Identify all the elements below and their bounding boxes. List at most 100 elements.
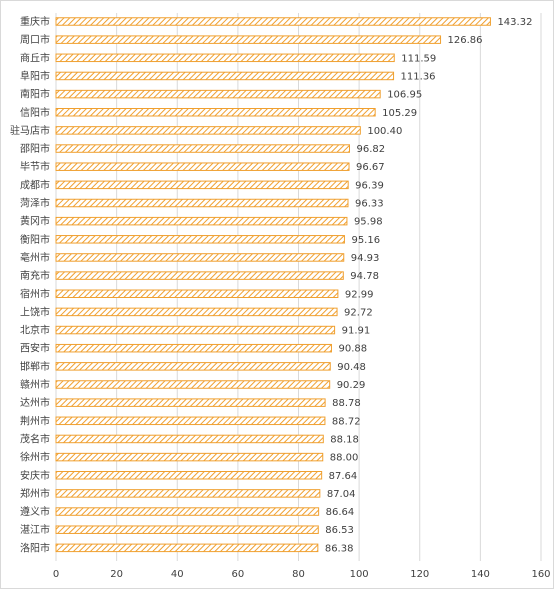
category-label: 洛阳市	[20, 541, 50, 554]
category-label: 菏泽市	[20, 197, 50, 210]
category-label: 徐州市	[20, 451, 50, 464]
category-label: 上饶市	[20, 305, 50, 318]
category-label: 周口市	[20, 33, 50, 46]
bar	[55, 89, 381, 99]
data-labels: 143.32 126.86 111.59 111.36 106.95 105.29 100.…	[325, 17, 533, 554]
bar	[55, 452, 324, 462]
category-label: 成都市	[20, 178, 50, 191]
data-label: 96.39	[355, 180, 384, 191]
bar	[55, 17, 491, 26]
bar	[55, 108, 376, 117]
category-label: 邵阳市	[20, 142, 50, 155]
category-label: 亳州市	[20, 251, 50, 264]
data-label: 95.98	[354, 217, 383, 228]
bar	[55, 53, 395, 63]
category-label: 衡阳市	[20, 233, 50, 246]
bar	[55, 380, 331, 389]
x-axis-tick-labels: 0 20 40 60 80 100 120 140 160	[53, 569, 551, 580]
bar	[55, 180, 349, 190]
data-label: 90.48	[337, 362, 366, 373]
bars	[55, 17, 491, 553]
category-label: 毕节市	[20, 160, 50, 173]
data-label: 105.29	[382, 108, 417, 119]
bar	[55, 198, 349, 208]
category-label: 达州市	[20, 396, 50, 409]
data-label: 88.18	[330, 434, 359, 445]
data-label: 96.67	[356, 162, 385, 173]
data-label: 95.16	[351, 235, 380, 246]
data-label: 106.95	[387, 90, 422, 101]
category-label: 阜阳市	[20, 69, 50, 82]
x-tick-label: 120	[410, 569, 429, 580]
data-label: 94.93	[351, 253, 380, 264]
data-label: 111.59	[401, 53, 436, 64]
bar	[55, 235, 345, 244]
category-label: 荆州市	[20, 414, 50, 427]
data-label: 91.91	[342, 326, 371, 337]
category-label: 茂名市	[20, 432, 50, 445]
data-label: 126.86	[448, 35, 483, 46]
bar	[55, 343, 332, 353]
data-label: 86.53	[325, 525, 354, 536]
bar	[55, 398, 326, 407]
category-labels: 重庆市周口市商丘市阜阳市南阳市信阳市驻马店市邵阳市毕节市成都市菏泽市黄冈市衡阳市…	[10, 15, 50, 554]
category-label: 信阳市	[20, 106, 50, 119]
x-tick-label: 80	[292, 569, 305, 580]
category-label: 南充市	[20, 269, 50, 282]
x-tick-label: 40	[171, 569, 184, 580]
category-label: 北京市	[20, 324, 50, 337]
x-tick-label: 140	[471, 569, 490, 580]
data-label: 96.82	[356, 144, 385, 155]
category-label: 黄冈市	[20, 215, 50, 228]
category-label: 安庆市	[20, 469, 50, 482]
bar	[55, 362, 331, 371]
data-label: 94.78	[350, 271, 379, 282]
bar	[55, 434, 324, 444]
data-label: 92.72	[344, 307, 373, 318]
category-label: 商丘市	[20, 51, 50, 64]
grid-lines	[55, 13, 542, 561]
x-tick-label: 0	[53, 569, 59, 580]
data-label: 111.36	[401, 71, 436, 82]
bar	[55, 416, 326, 426]
data-label: 88.78	[332, 398, 361, 409]
category-label: 赣州市	[20, 378, 50, 391]
data-label: 92.99	[345, 289, 374, 300]
bar	[55, 144, 350, 153]
category-label: 驻马店市	[10, 124, 50, 137]
category-label: 邯郸市	[20, 360, 50, 373]
bar	[55, 325, 336, 335]
bar	[55, 71, 395, 81]
category-label: 西安市	[20, 342, 50, 355]
x-tick-label: 20	[110, 569, 123, 580]
category-label: 湛江市	[20, 523, 50, 536]
bar	[55, 253, 345, 262]
data-label: 96.33	[355, 199, 384, 210]
data-label: 87.04	[327, 489, 356, 500]
data-label: 90.29	[337, 380, 366, 391]
bar	[55, 471, 323, 480]
category-label: 重庆市	[20, 15, 50, 28]
category-label: 南阳市	[20, 88, 50, 101]
category-label: 宿州市	[20, 287, 50, 300]
data-label: 87.64	[329, 471, 358, 482]
category-label: 郑州市	[20, 487, 50, 500]
data-label: 88.72	[332, 416, 361, 427]
x-tick-label: 60	[232, 569, 245, 580]
bar	[55, 289, 339, 298]
data-label: 143.32	[497, 17, 532, 28]
data-label: 86.38	[325, 543, 354, 554]
data-label: 90.88	[338, 344, 367, 355]
data-label: 100.40	[367, 126, 402, 137]
x-tick-label: 100	[350, 569, 369, 580]
bar	[55, 162, 350, 171]
bar	[55, 525, 319, 534]
bar	[55, 507, 320, 516]
bar	[55, 216, 348, 226]
bar	[55, 126, 361, 135]
data-label: 88.00	[330, 453, 359, 464]
bar	[55, 489, 321, 498]
bar	[55, 307, 338, 317]
